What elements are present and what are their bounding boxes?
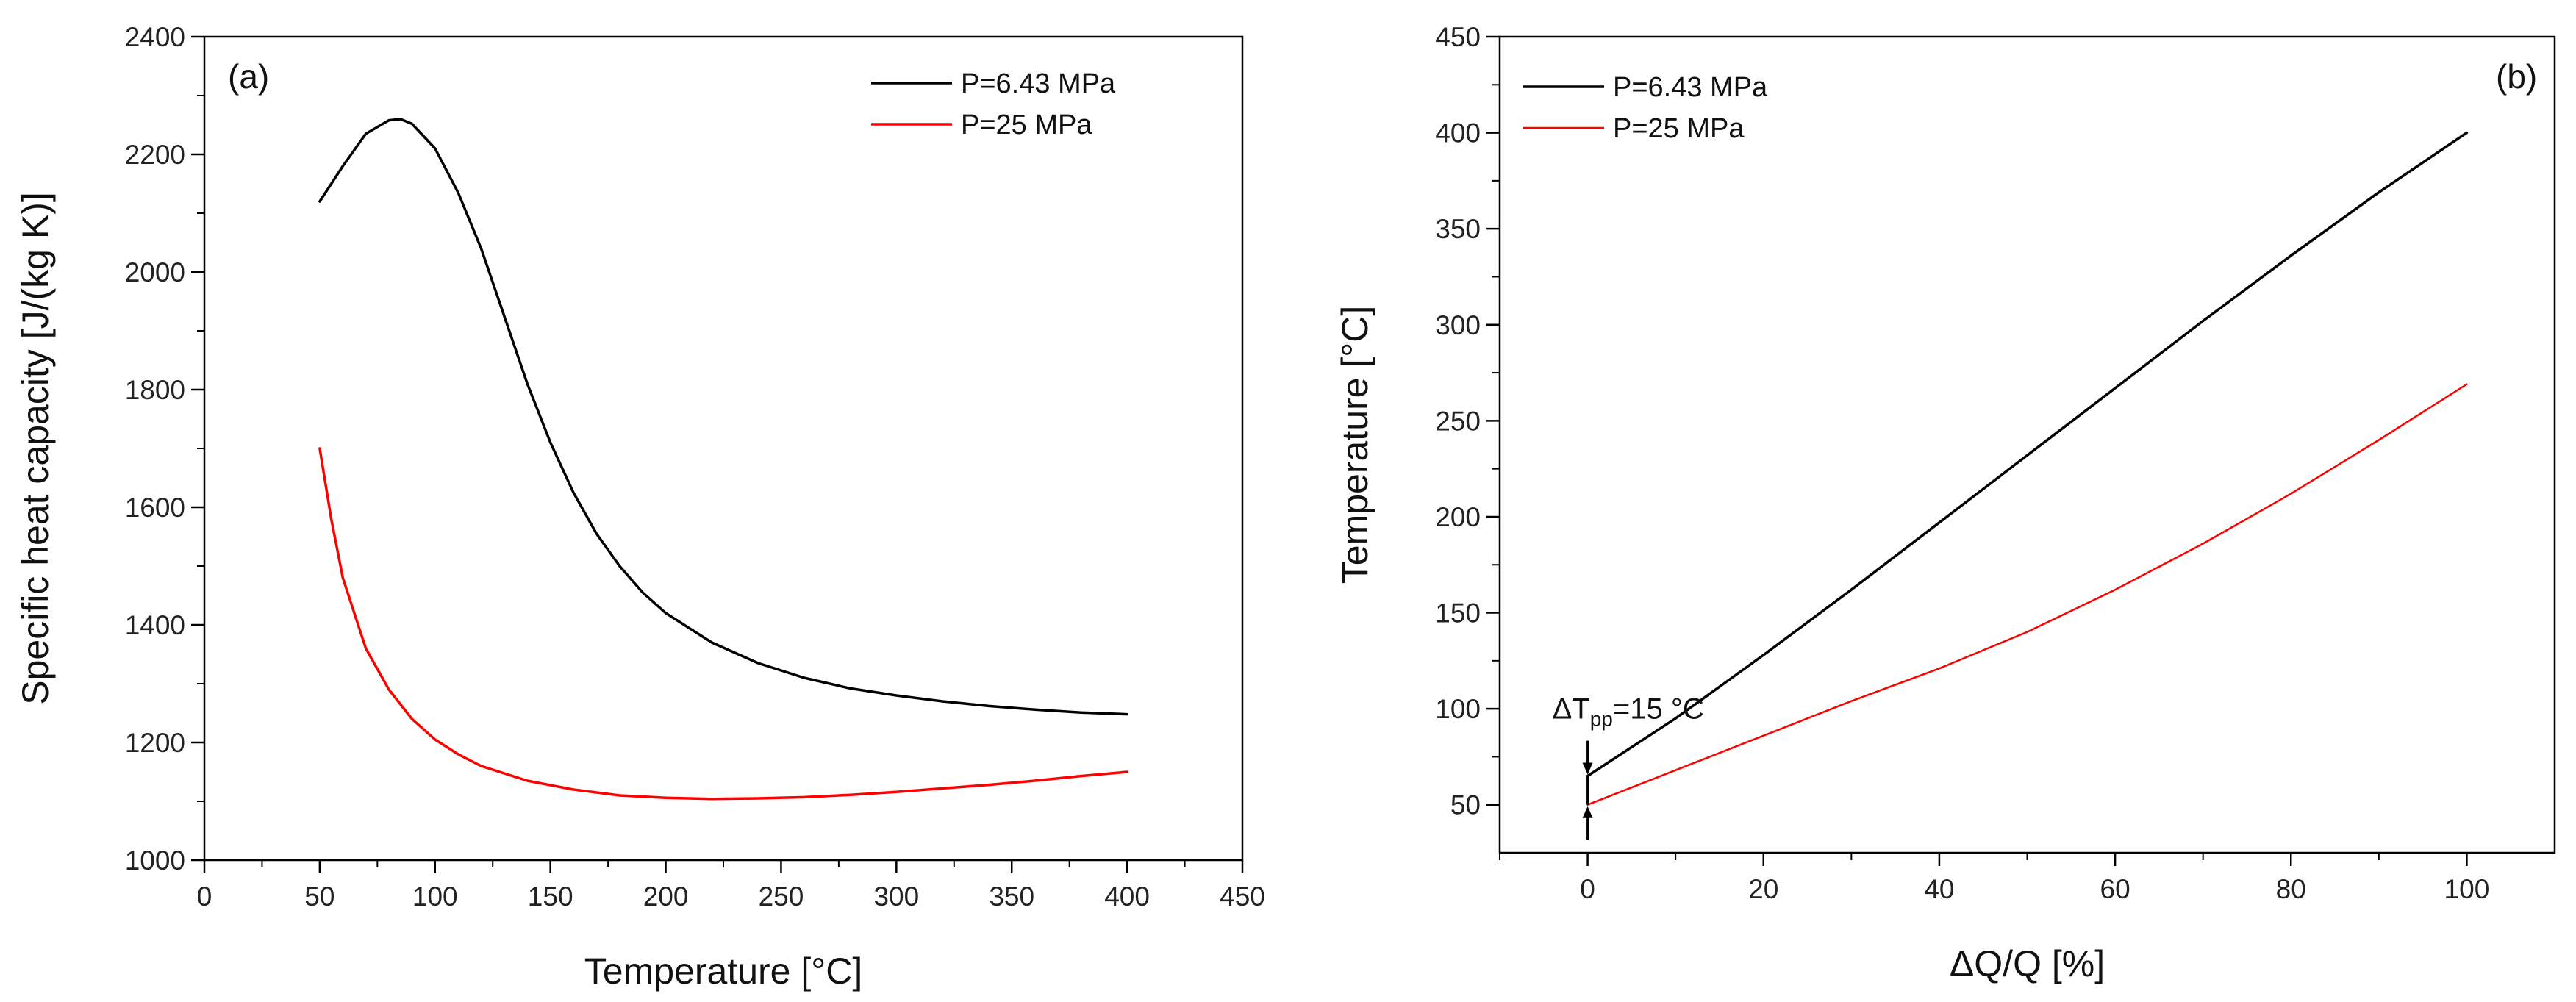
series-line-2 (318, 447, 1128, 801)
y-tick-label: 1800 (125, 375, 185, 405)
y-tick-label: 1200 (125, 728, 185, 758)
x-tick-label: 300 (873, 881, 919, 912)
panel-b-x-axis-title: ΔQ/Q [%] (1950, 943, 2105, 984)
x-tick-label: 200 (643, 881, 689, 912)
legend-label-2: P=25 MPa (1613, 113, 1745, 144)
y-tick-label: 450 (1435, 22, 1481, 52)
x-tick-label: 350 (989, 881, 1034, 912)
series-line-2 (1586, 383, 2468, 806)
series-line-1 (1586, 131, 2469, 778)
panel-b-series-group (1586, 131, 2469, 806)
panel-b-axis-ticks: 0 20 40 60 80 100 50 100 150 200 250 300 350 400 450 (1435, 22, 2489, 904)
x-tick-label: 150 (528, 881, 573, 912)
panel-a-axis-ticks: 0 50 100 150 200 250 300 350 400 450 1000 1200 1400 1… (125, 22, 1265, 912)
panel-b-label: (b) (2496, 57, 2537, 96)
y-tick-label: 100 (1435, 694, 1481, 724)
panel-a-plot-frame (203, 35, 1244, 862)
y-tick-label: 1400 (125, 610, 185, 640)
legend-label-1: P=6.43 MPa (961, 68, 1116, 99)
series-line-1 (318, 118, 1128, 716)
y-tick-label: 150 (1435, 598, 1481, 629)
annotation-arrowhead-down (1582, 762, 1593, 775)
x-tick-label: 50 (304, 881, 334, 912)
y-tick-label: 300 (1435, 310, 1481, 340)
panel-a-legend: P=6.43 MPa P=25 MPa (871, 68, 1116, 140)
panel-b-legend: P=6.43 MPa P=25 MPa (1523, 72, 1768, 144)
x-tick-label: 40 (1924, 874, 1954, 904)
annotation-text: ΔTpp=15 °C (1553, 693, 1704, 731)
y-tick-label: 350 (1435, 214, 1481, 244)
x-tick-label: 450 (1220, 881, 1265, 912)
panel-b-chart: 0 20 40 60 80 100 50 100 150 200 250 300 350 400 450 (… (1334, 22, 2556, 984)
x-tick-label: 20 (1748, 874, 1778, 904)
y-tick-label: 200 (1435, 502, 1481, 532)
y-tick-label: 1000 (125, 845, 185, 876)
panel-a-chart: 0 50 100 150 200 250 300 350 400 450 1000 1200 1400 1… (15, 22, 1265, 992)
panel-a-series-group (318, 118, 1128, 801)
x-tick-label: 100 (2444, 874, 2490, 904)
x-tick-label: 80 (2276, 874, 2306, 904)
x-tick-label: 0 (197, 881, 212, 912)
x-tick-label: 0 (1580, 874, 1595, 904)
y-tick-label: 2000 (125, 257, 185, 287)
legend-label-1: P=6.43 MPa (1613, 72, 1768, 103)
y-tick-label: 1600 (125, 493, 185, 523)
y-tick-label: 400 (1435, 118, 1481, 148)
y-tick-label: 2400 (125, 22, 185, 52)
x-tick-label: 60 (2100, 874, 2130, 904)
x-tick-label: 400 (1104, 881, 1150, 912)
y-tick-label: 50 (1450, 790, 1481, 820)
panel-a-y-axis-title: Specific heat capacity [J/(kg K)] (15, 192, 56, 705)
legend-label-2: P=25 MPa (961, 110, 1092, 140)
x-tick-label: 100 (412, 881, 458, 912)
panel-b-y-axis-title: Temperature [°C] (1334, 306, 1375, 584)
panel-a-label: (a) (228, 57, 269, 96)
annotation-arrowhead-up (1582, 806, 1593, 818)
panel-b-pinch-annotation: ΔTpp=15 °C (1553, 693, 1704, 840)
y-tick-label: 2200 (125, 140, 185, 170)
y-tick-label: 250 (1435, 406, 1481, 436)
x-tick-label: 250 (759, 881, 804, 912)
panel-a-x-axis-title: Temperature [°C] (584, 951, 862, 992)
